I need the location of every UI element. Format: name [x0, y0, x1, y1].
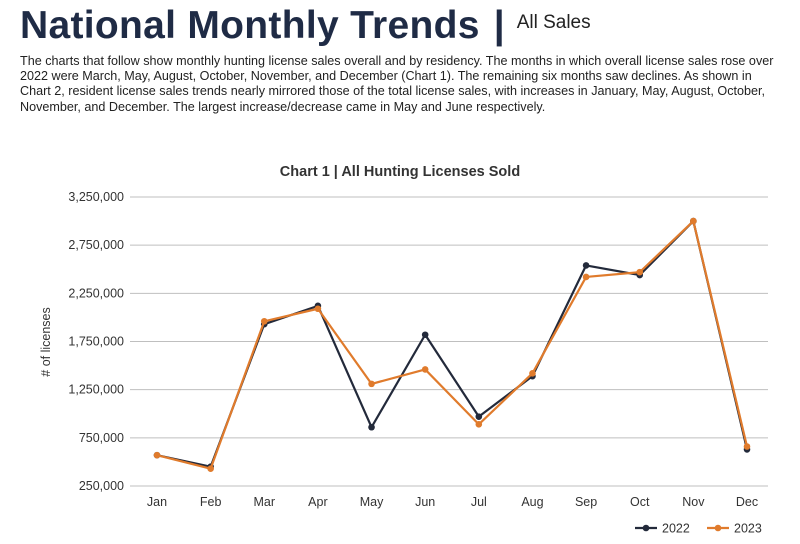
- legend-label-2022: 2022: [662, 522, 690, 536]
- x-tick-labels: Jan Feb Mar Apr May Jun Jul Aug Sep Oct Nov Dec: [147, 495, 758, 509]
- data-point-2023-apr: [314, 305, 322, 313]
- data-point-2022-sep: [582, 262, 590, 269]
- data-point-2022-jun: [421, 331, 429, 339]
- x-tick-label: Mar: [254, 495, 276, 509]
- data-point-2023-aug: [529, 369, 536, 377]
- y-tick-label: 2,750,000: [68, 238, 124, 252]
- series-line-2023: [156, 219, 749, 470]
- x-tick-label: Nov: [682, 495, 705, 509]
- x-tick-label: Feb: [200, 495, 222, 509]
- x-tick-label: Apr: [308, 495, 327, 509]
- x-tick-label: Sep: [575, 495, 597, 509]
- data-point-2023-jan: [153, 451, 161, 459]
- data-point-2022-may: [368, 423, 375, 431]
- legend-label-2023: 2023: [734, 522, 762, 536]
- legend-marker-2022: [642, 524, 650, 532]
- data-point-2023-jul: [475, 421, 483, 428]
- y-axis-label: # of licenses: [39, 307, 53, 376]
- data-point-2023-feb: [207, 465, 214, 472]
- y-tick-label: 250,000: [79, 479, 124, 493]
- x-tick-label: Jul: [471, 495, 487, 509]
- data-point-2023-sep: [582, 273, 590, 281]
- title-separator: |: [493, 4, 505, 47]
- series-line-2022: [156, 219, 749, 468]
- x-tick-label: Dec: [736, 495, 758, 509]
- y-tick-label: 2,250,000: [68, 286, 124, 300]
- y-tick-labels: 250,000 750,000 1,250,000 1,750,000 2,250,00…: [68, 190, 124, 493]
- header: National Monthly Trends | All Sales: [20, 4, 591, 48]
- data-point-2023-jun: [421, 366, 429, 373]
- data-point-2023-dec: [743, 443, 751, 450]
- x-tick-label: Jun: [415, 495, 435, 509]
- data-point-2023-nov: [690, 217, 697, 225]
- series-lines: [153, 217, 751, 472]
- page-title: National Monthly Trends: [20, 4, 480, 47]
- x-tick-label: May: [360, 495, 384, 509]
- y-tick-label: 1,750,000: [68, 335, 124, 349]
- legend: 2022 2023: [635, 522, 762, 536]
- x-tick-label: Jan: [147, 495, 167, 509]
- page-subtitle: All Sales: [516, 12, 591, 33]
- x-tick-label: Oct: [630, 495, 650, 509]
- y-tick-label: 3,250,000: [68, 190, 124, 204]
- y-tick-label: 750,000: [79, 431, 124, 445]
- gridlines: [130, 196, 768, 487]
- data-point-2022-jul: [475, 413, 483, 420]
- x-tick-label: Aug: [521, 495, 543, 509]
- legend-marker-2023: [714, 524, 722, 532]
- chart-title: Chart 1 | All Hunting Licenses Sold: [280, 164, 520, 180]
- y-tick-label: 1,250,000: [68, 383, 124, 397]
- data-point-2023-may: [368, 380, 375, 388]
- intro-paragraph: The charts that follow show monthly hunt…: [20, 54, 774, 114]
- data-point-2023-oct: [636, 268, 644, 276]
- data-point-2023-mar: [260, 317, 268, 325]
